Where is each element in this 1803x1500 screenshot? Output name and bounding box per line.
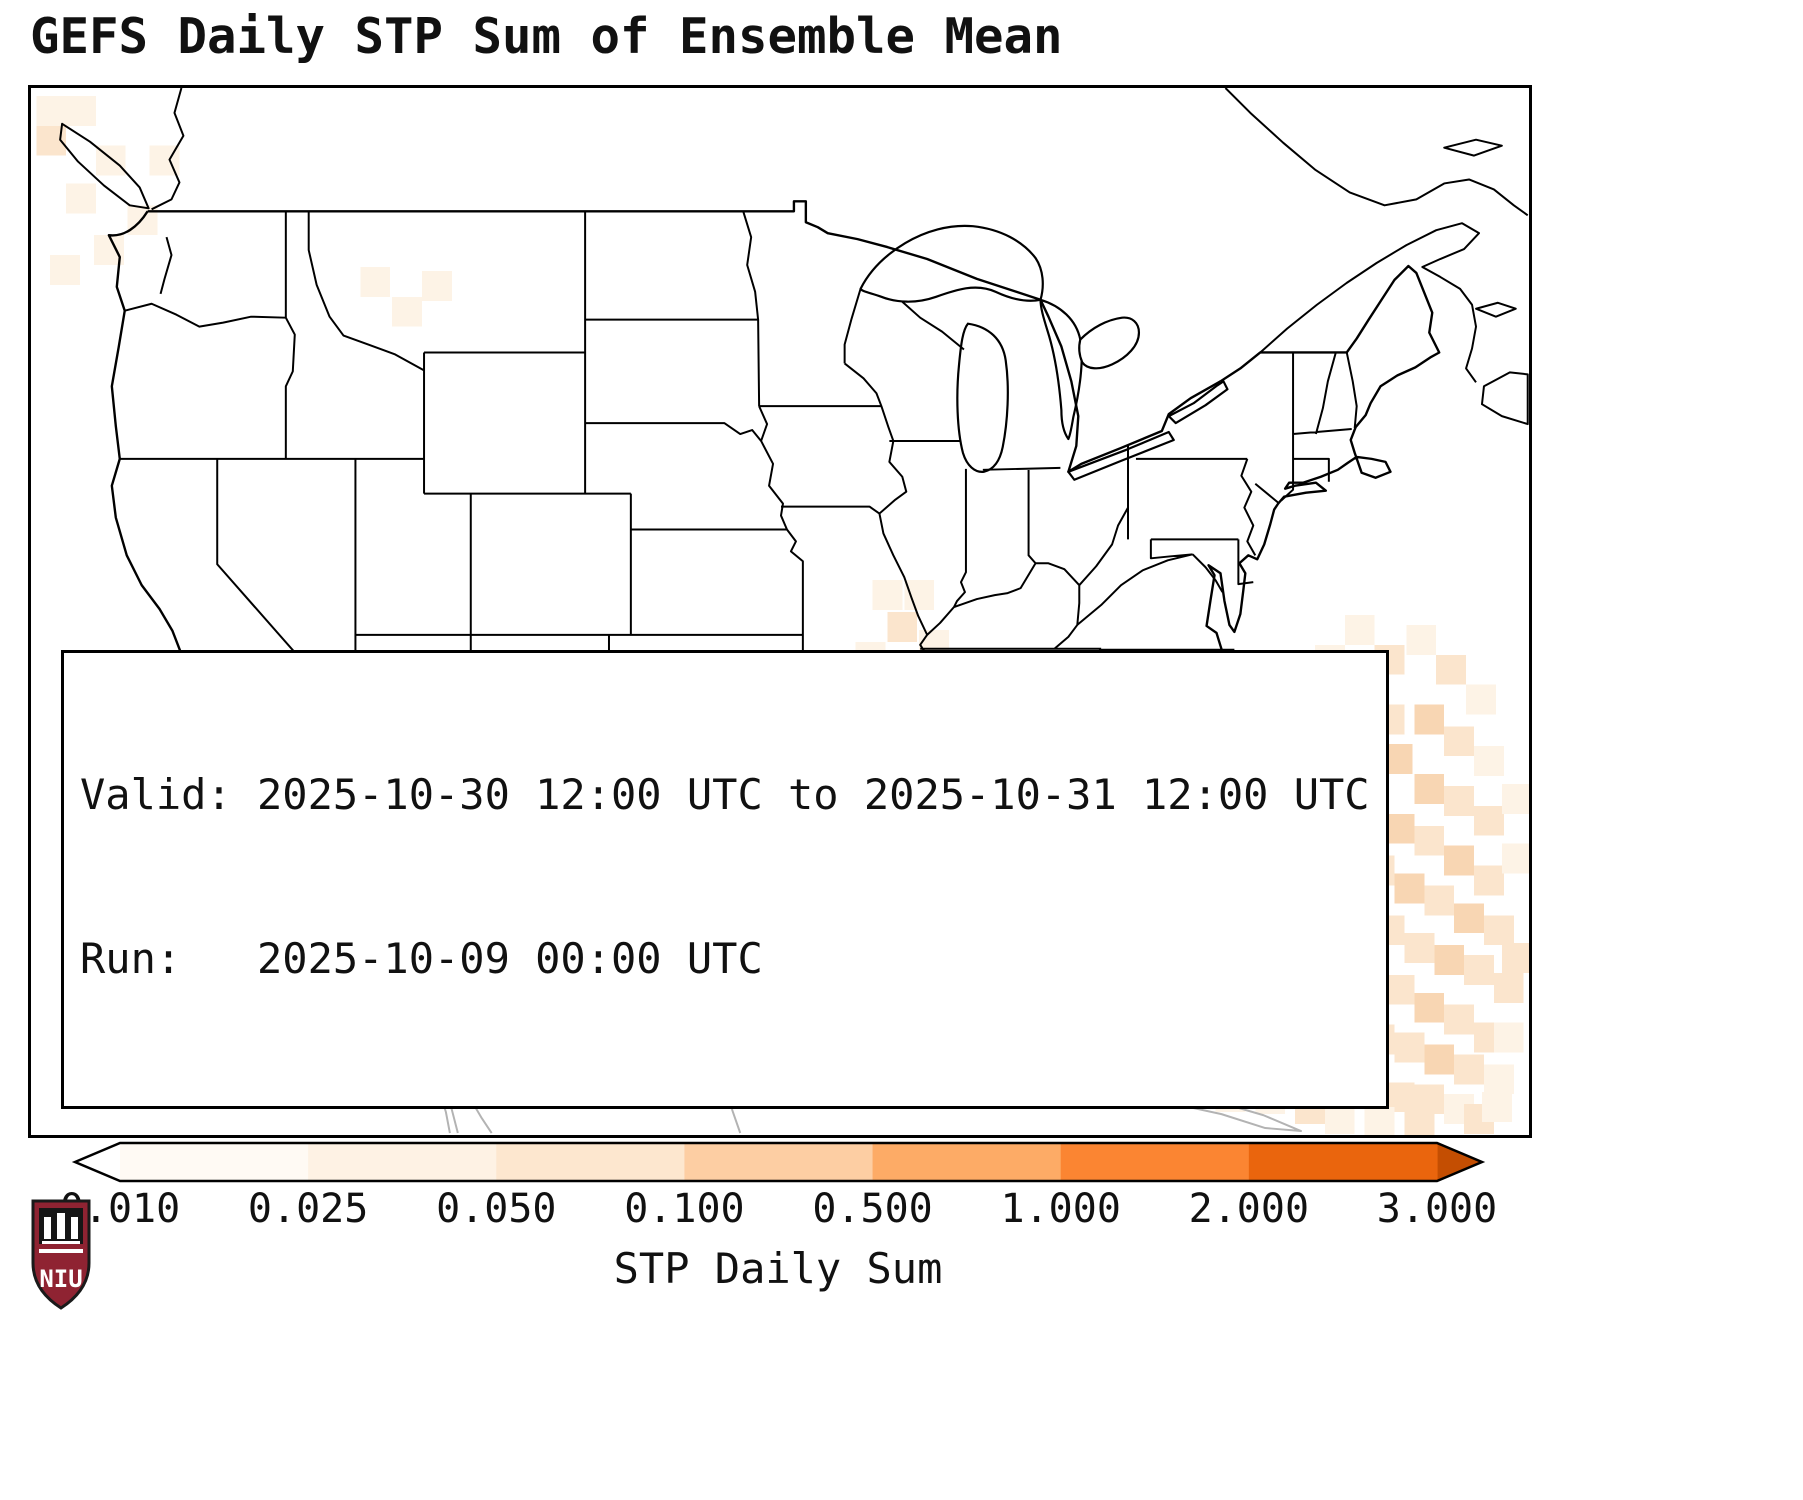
great-lakes: [859, 224, 1229, 481]
colorbar-tick-label: 0.050: [436, 1186, 557, 1232]
colorbar-label: STP Daily Sum: [613, 1244, 943, 1293]
colorbar-tick-label: 0.100: [624, 1186, 745, 1232]
colorbar-tick-label: 2.000: [1188, 1186, 1310, 1232]
colorbar-tick-label: 0.500: [812, 1186, 933, 1232]
vancouver-island: [59, 122, 150, 210]
georgian-bay: [1078, 316, 1141, 370]
canada-coastline: [59, 88, 1529, 426]
colorbar-ticks: 0.010 0.025 0.050 0.100 0.500 1.000 2.000 3.000: [0, 1186, 1803, 1236]
lake-superior: [859, 224, 1044, 303]
castle-icon: [42, 1213, 80, 1244]
niu-logo: NIU: [31, 1199, 91, 1310]
colorbar-right-arrow: [1437, 1143, 1482, 1181]
colorbar-segment: [1248, 1143, 1438, 1181]
colorbar-segment: [120, 1143, 309, 1181]
colorbar-tick-label: 1.000: [1000, 1186, 1121, 1232]
niu-band: [39, 1249, 83, 1253]
lake-huron: [1039, 298, 1083, 441]
colorbar-segment: [496, 1143, 686, 1181]
info-box: Valid: 2025-10-30 12:00 UTC to 2025-10-3…: [61, 650, 1389, 1109]
colorbar-segment: [684, 1143, 874, 1181]
colorbar-left-arrow: [75, 1143, 120, 1181]
colorbar-segment: [1060, 1143, 1250, 1181]
colorbar-tick-label: 3.000: [1376, 1186, 1498, 1232]
page-title: GEFS Daily STP Sum of Ensemble Mean: [30, 8, 1063, 65]
lake-erie: [1067, 430, 1175, 481]
lake-michigan: [956, 322, 1009, 473]
map-figure: Valid: 2025-10-30 12:00 UTC to 2025-10-3…: [28, 85, 1532, 1138]
colorbar-segment: [308, 1143, 497, 1181]
colorbar-tick-label: 0.025: [247, 1186, 369, 1232]
us-canada-border: [147, 200, 1222, 473]
colorbar: [28, 1141, 1532, 1187]
colorbar-svg: [71, 1141, 1486, 1183]
niu-text: NIU: [39, 1265, 82, 1293]
lake-ontario: [1167, 380, 1229, 425]
colorbar-segment: [872, 1143, 1062, 1181]
colorbar-outline: [71, 1141, 1486, 1183]
run-time-text: Run: 2025-10-09 00:00 UTC: [80, 934, 763, 984]
puget-sound: [159, 236, 173, 295]
valid-time-text: Valid: 2025-10-30 12:00 UTC to 2025-10-3…: [80, 770, 1370, 820]
